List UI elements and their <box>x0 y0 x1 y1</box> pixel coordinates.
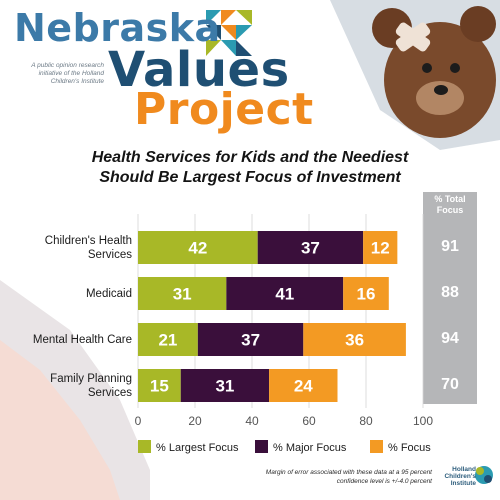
bar-segment <box>303 323 406 356</box>
bar-value-label: 21 <box>158 331 177 350</box>
bar-segment <box>226 277 344 310</box>
bar-segment <box>138 277 227 310</box>
bar-segment <box>138 231 258 264</box>
total-focus-value: 88 <box>441 283 459 301</box>
bar-segment <box>269 369 338 402</box>
chart-title: Health Services for Kids and the Needies… <box>91 149 409 186</box>
holland-childrens-institute-logo-text: Holland Children's Institute <box>436 466 476 487</box>
total-focus-header: % Total Focus <box>423 194 477 216</box>
category-label-line: Mental Health Care <box>32 333 132 346</box>
total-focus-header-line2: Focus <box>436 205 464 215</box>
bar-value-label: 12 <box>371 239 390 258</box>
x-tick-label: 40 <box>245 414 259 428</box>
category-label-line: Services <box>87 386 132 399</box>
x-tick-label: 0 <box>135 414 142 428</box>
legend-item-largest-focus: % Largest Focus <box>138 440 239 454</box>
x-tick-label: 100 <box>413 414 433 428</box>
bar-segment <box>363 231 398 264</box>
legend-label-major-focus: % Major Focus <box>273 442 347 454</box>
org-line2: Children's <box>444 473 476 480</box>
chart-legend: % Largest Focus % Major Focus % Focus <box>138 440 431 454</box>
total-focus-value: 91 <box>441 237 459 255</box>
bar-value-label: 36 <box>345 331 364 350</box>
bar-segment <box>343 277 389 310</box>
total-focus-value: 94 <box>441 329 459 347</box>
category-label-line: Medicaid <box>85 287 132 300</box>
category-label: Children's Health Services <box>2 234 132 262</box>
logo-values-text: Values <box>108 42 290 98</box>
logo-nebraska-text: Nebraska <box>14 6 221 50</box>
x-tick-label: 20 <box>188 414 202 428</box>
bar-segment <box>257 231 364 264</box>
category-label-line: Family Planning <box>50 372 132 385</box>
bar-value-label: 37 <box>241 331 260 350</box>
category-label: Family Planning Services <box>2 372 132 400</box>
legend-swatch-focus <box>370 440 383 453</box>
legend-swatch-largest-focus <box>138 440 151 453</box>
legend-label-largest-focus: % Largest Focus <box>156 442 239 454</box>
category-label: Mental Health Care <box>2 333 132 347</box>
x-tick-label: 60 <box>302 414 316 428</box>
bar-segment <box>197 323 304 356</box>
category-label: Medicaid <box>2 287 132 301</box>
legend-item-focus: % Focus <box>370 440 431 454</box>
legend-label-focus: % Focus <box>388 442 431 454</box>
bar-value-label: 31 <box>173 285 192 304</box>
bar-value-label: 24 <box>294 377 313 396</box>
bar-value-label: 37 <box>301 239 320 258</box>
bar-value-label: 15 <box>150 377 169 396</box>
legend-item-major-focus: % Major Focus <box>255 440 346 454</box>
logo-mosaic-icon <box>206 10 252 56</box>
bar-segment <box>138 369 181 402</box>
x-tick-label: 80 <box>359 414 373 428</box>
category-label-line: Children's Health <box>44 234 132 247</box>
legend-swatch-major-focus <box>255 440 268 453</box>
org-line3: Institute <box>450 480 476 487</box>
total-focus-value: 70 <box>441 375 459 393</box>
bar-segment <box>138 323 198 356</box>
total-focus-column <box>423 192 477 404</box>
bar-segment <box>180 369 270 402</box>
org-line1: Holland <box>452 466 476 473</box>
bar-value-label: 16 <box>357 285 376 304</box>
logo-project-text: Project <box>134 84 314 135</box>
margin-of-error-note: Margin of error associated with these da… <box>265 469 432 485</box>
holland-childrens-institute-logo-icon <box>475 466 493 484</box>
logo-tagline: A public opinion research initiative of … <box>31 62 104 85</box>
bar-value-label: 31 <box>215 377 234 396</box>
category-label-line: Services <box>87 248 132 261</box>
bar-value-label: 41 <box>275 285 294 304</box>
bar-value-label: 42 <box>188 239 207 258</box>
total-focus-header-line1: % Total <box>434 194 466 204</box>
